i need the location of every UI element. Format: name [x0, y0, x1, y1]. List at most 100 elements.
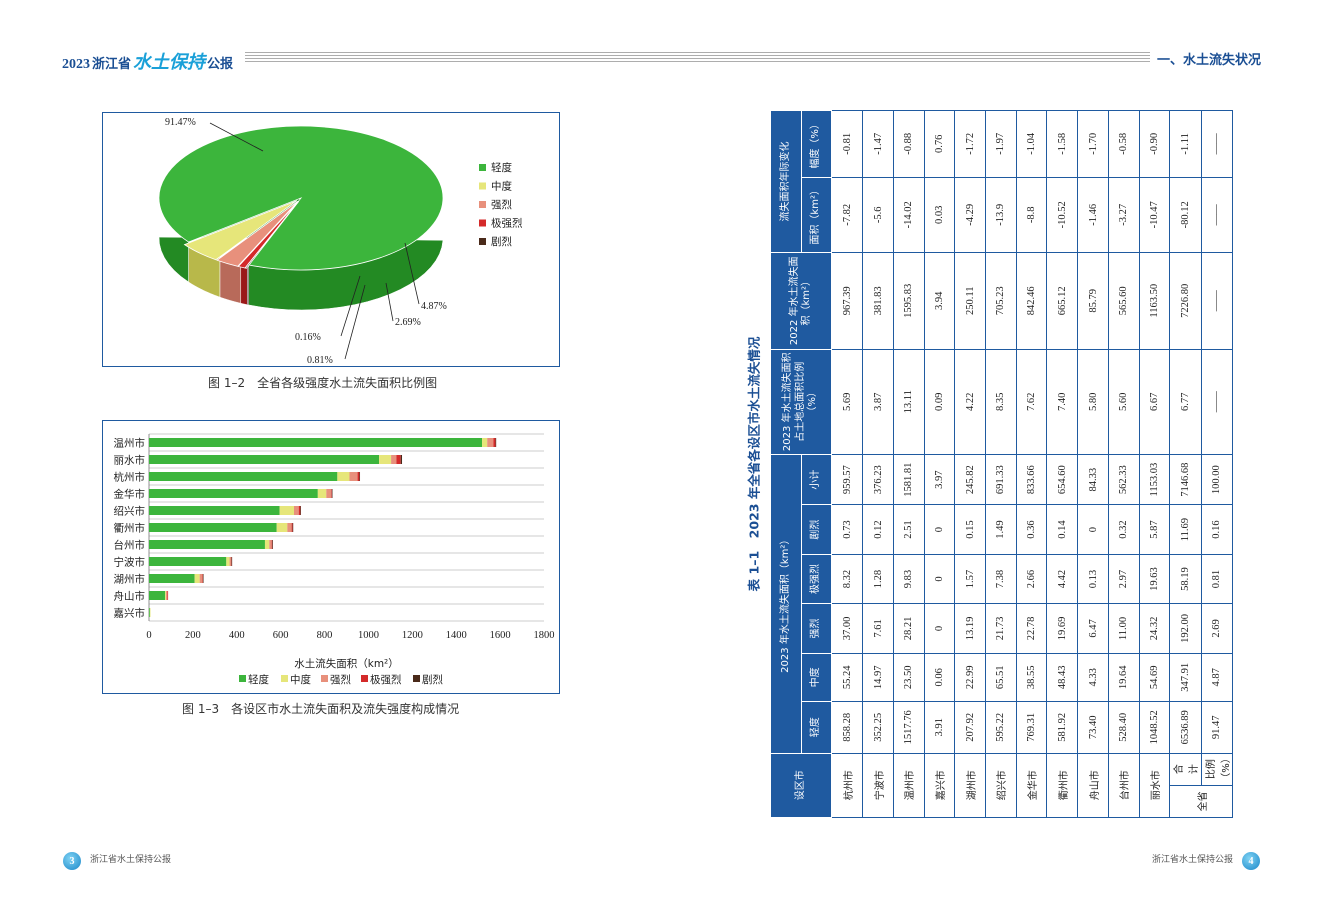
- table-subheader-row: 轻度 中度 强烈 极强烈 剧烈 小计 面积（km²） 幅度（%）: [801, 110, 832, 818]
- table-row: 金华市 769.31 38.55 22.78 2.66 0.36 833.66 7.62 842…: [1016, 110, 1047, 818]
- table-cell: 5.60: [1108, 349, 1140, 455]
- table-cell: 0.81: [1201, 554, 1233, 604]
- table-cell: 7.61: [862, 603, 894, 654]
- table-cell: 0.13: [1077, 554, 1109, 604]
- table-row: 温州市 1517.76 23.50 28.21 9.83 2.51 1581.81 13.11…: [893, 110, 925, 818]
- table-cell: 28.21: [893, 603, 925, 654]
- bar-seg-衢州市-剧烈: [292, 523, 294, 532]
- erosion-table: 设区市 2023 年水土流失面积（km²） 2023 年水土流失面积占土地总面积比例…: [770, 110, 1233, 818]
- bar-category-杭州市: 杭州市: [114, 471, 146, 484]
- table-cell: 0.14: [1046, 504, 1078, 555]
- bar-seg-杭州市-轻度: [149, 472, 338, 481]
- table-cell: 1.49: [985, 504, 1017, 555]
- report-year: 2023: [62, 57, 90, 72]
- bar-seg-丽水市-强烈: [391, 455, 397, 464]
- table-cell: 207.92: [954, 701, 986, 754]
- table-cell: 0.36: [1016, 504, 1047, 555]
- pie-legend-中度: 中度: [491, 180, 512, 193]
- table-cell: 595.22: [985, 701, 1017, 754]
- pie-leader-line: [340, 275, 361, 337]
- table-cell: -1.58: [1046, 110, 1078, 178]
- bar-legend-中度: 中度: [290, 673, 311, 686]
- bar-xtick-400: 400: [229, 630, 245, 641]
- table-title: 表 1–1 2023 年全省各设区市水土流失情况: [746, 336, 762, 592]
- table-cell: 37.00: [831, 603, 863, 654]
- bar-xtick-1800: 1800: [534, 630, 555, 641]
- bar-seg-舟山市-轻度: [149, 591, 166, 600]
- pie-legend-swatch: [479, 238, 486, 245]
- table-cell: 2.97: [1108, 554, 1140, 604]
- cell-city: 衢州市: [1046, 753, 1078, 818]
- th-area-2022: 2022 年水土流失面积（km²）: [770, 252, 832, 350]
- table-cell: 13.11: [893, 349, 925, 455]
- pie-slice-强烈: [216, 200, 299, 267]
- bar-seg-台州市-强烈: [269, 540, 272, 549]
- cell-province: 全省: [1169, 785, 1233, 818]
- table-cell: 0: [924, 554, 955, 604]
- table-frame: 设区市 2023 年水土流失面积（km²） 2023 年水土流失面积占土地总面积比例…: [770, 110, 1233, 818]
- bar-xtick-1400: 1400: [446, 630, 467, 641]
- table-cell: 19.69: [1046, 603, 1078, 654]
- bar-xlabel: 水土流失面积（km²）: [294, 657, 399, 670]
- bar-category-衢州市: 衢州市: [114, 522, 146, 535]
- bar-seg-杭州市-中度: [337, 472, 350, 481]
- bar-legend-swatch: [239, 675, 246, 682]
- th-change-area: 面积（km²）: [801, 177, 832, 253]
- bar-seg-金华市-剧烈: [331, 489, 333, 498]
- table-cell: -4.29: [954, 177, 986, 253]
- table-cell: -80.12: [1169, 177, 1202, 253]
- table-cell: 19.64: [1108, 653, 1140, 702]
- footer-publication-right: 浙江省水土保持公报: [1151, 854, 1233, 865]
- table-cell: -1.04: [1016, 110, 1047, 178]
- cell-city: 丽水市: [1139, 753, 1170, 818]
- table-cell: 665.12: [1046, 252, 1078, 350]
- table-cell: -13.9: [985, 177, 1017, 253]
- table-cell: 0: [924, 504, 955, 555]
- table-cell: 0.76: [924, 110, 955, 178]
- table-cell: 654.60: [1046, 454, 1078, 505]
- table-cell: 4.22: [954, 349, 986, 455]
- table-cell: -1.72: [954, 110, 986, 178]
- pie-slice-中度: [183, 200, 298, 261]
- th-change: 流失面积年际变化: [770, 110, 802, 253]
- cell-total-label: 合 计: [1169, 753, 1202, 786]
- table-row: 丽水市 1048.52 54.69 24.32 19.63 5.87 1153.03 6.67…: [1139, 110, 1170, 818]
- bar-seg-湖州市-中度: [194, 574, 200, 583]
- cell-city: 温州市: [893, 753, 925, 818]
- bar-xtick-1600: 1600: [490, 630, 511, 641]
- bar-category-湖州市: 湖州市: [114, 573, 146, 586]
- table-cell: 705.23: [985, 252, 1017, 350]
- table-cell: 0.09: [924, 349, 955, 455]
- bar-seg-宁波市-剧烈: [231, 557, 233, 566]
- bar-seg-台州市-中度: [264, 540, 270, 549]
- table-cell: 5.80: [1077, 349, 1109, 455]
- pie-leader-line: [404, 242, 420, 305]
- table-cell: 1.57: [954, 554, 986, 604]
- section-title: 一、水土流失状况: [1156, 53, 1261, 68]
- pie-legend-swatch: [479, 164, 486, 171]
- bar-seg-金华市-极强烈: [331, 489, 332, 498]
- pie-leader-line: [209, 122, 264, 152]
- table-cell: 11.00: [1108, 603, 1140, 654]
- table-cell: 250.11: [954, 252, 986, 350]
- table-cell: 245.82: [954, 454, 986, 505]
- bar-seg-温州市-中度: [482, 438, 488, 447]
- bar-seg-衢州市-极强烈: [291, 523, 293, 532]
- figure-1-2-caption: 图 1–2 全省各级强度水土流失面积比例图: [208, 376, 438, 390]
- table-cell: -0.90: [1139, 110, 1170, 178]
- bar-xtick-1000: 1000: [358, 630, 379, 641]
- table-row: 衢州市 581.92 48.43 19.69 4.42 0.14 654.60 7.40 665…: [1046, 110, 1078, 818]
- table-cell: 967.39: [831, 252, 863, 350]
- cell-dash: ——: [1201, 110, 1233, 178]
- table-cell: -0.81: [831, 110, 863, 178]
- table-cell: 4.42: [1046, 554, 1078, 604]
- table-cell: -1.11: [1169, 110, 1202, 178]
- pie-legend-轻度: 轻度: [491, 161, 512, 174]
- table-cell: 1595.83: [893, 252, 925, 350]
- bar-legend-轻度: 轻度: [248, 673, 269, 686]
- table-cell: 7.40: [1046, 349, 1078, 455]
- table-cell: -8.8: [1016, 177, 1047, 253]
- pie-legend-swatch: [479, 219, 486, 227]
- table-cell: 73.40: [1077, 701, 1109, 754]
- table-cell: 528.40: [1108, 701, 1140, 754]
